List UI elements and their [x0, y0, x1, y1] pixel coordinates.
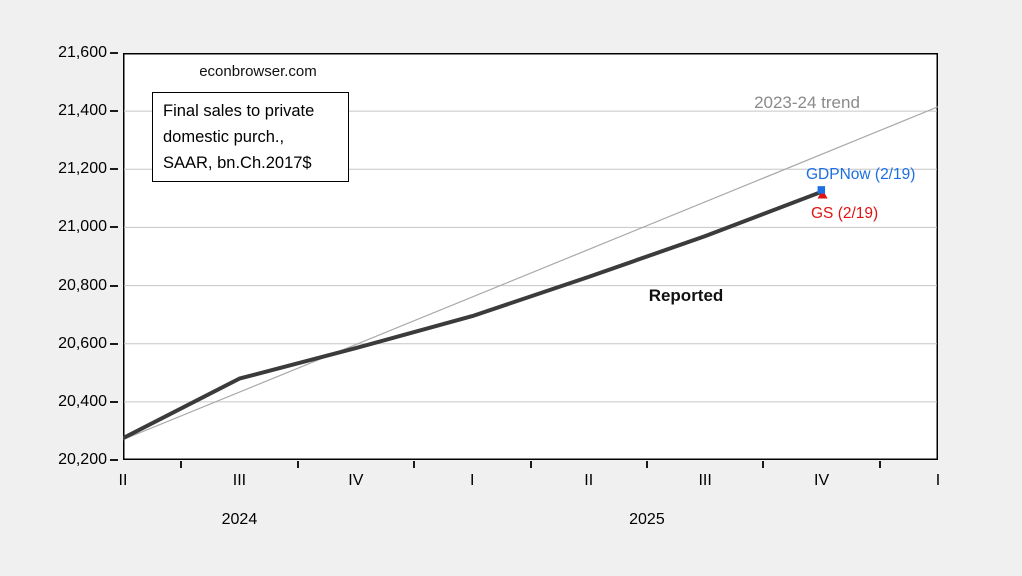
y-axis-tick-label: 20,400	[58, 392, 107, 410]
x-axis-tick-label: II	[584, 472, 594, 489]
info-box-line: SAAR, bn.Ch.2017$	[163, 154, 312, 172]
year-label: 2025	[629, 511, 665, 528]
x-axis-tick-label: I	[935, 472, 941, 489]
gdpnow-marker-icon	[817, 186, 826, 194]
x-tick-mark	[413, 461, 416, 468]
x-tick-mark	[180, 461, 183, 468]
x-tick-mark	[296, 461, 299, 468]
info-box-line: domestic purch.,	[163, 128, 285, 146]
y-tick-mark	[110, 226, 118, 229]
y-tick-mark	[110, 400, 118, 403]
info-box-line: Final sales to private	[163, 102, 315, 120]
y-tick-mark	[110, 52, 118, 54]
x-axis-tick-label: IV	[348, 472, 364, 489]
y-axis-tick-label: 20,600	[58, 334, 107, 352]
x-tick-mark	[645, 461, 648, 468]
reported-label: Reported	[648, 286, 724, 305]
reported-line	[123, 189, 824, 441]
y-tick-mark	[110, 459, 118, 461]
trend-line	[123, 106, 938, 441]
gs-marker-icon	[817, 189, 828, 199]
x-axis-tick-label: II	[118, 472, 128, 489]
y-tick-mark	[110, 168, 118, 171]
y-tick-mark	[110, 284, 118, 287]
x-tick-mark	[529, 461, 532, 468]
x-axis-tick-label: III	[232, 472, 247, 489]
x-tick-mark	[878, 461, 881, 468]
gs-label: GS (2/19)	[811, 205, 879, 222]
y-axis-tick-label: 20,800	[58, 276, 107, 294]
trend-label: 2023-24 trend	[754, 93, 860, 112]
x-axis-tick-label: III	[698, 472, 712, 489]
y-axis-tick-label: 21,200	[58, 160, 107, 178]
x-axis-tick-label: I	[470, 472, 475, 489]
y-axis-tick-label: 21,000	[58, 218, 107, 236]
y-axis-tick-label: 21,600	[58, 44, 107, 61]
x-tick-mark	[762, 461, 765, 468]
y-axis-tick-label: 21,400	[58, 102, 107, 120]
y-axis-tick-label: 20,200	[58, 451, 107, 468]
year-label: 2024	[221, 511, 258, 528]
y-tick-mark	[110, 342, 118, 345]
x-axis-tick-label: IV	[814, 472, 830, 489]
series-info-box: Final sales to private domestic purch., …	[152, 92, 349, 182]
y-tick-mark	[110, 110, 118, 113]
gdpnow-label: GDPNow (2/19)	[806, 166, 916, 183]
watermark: econbrowser.com	[199, 63, 317, 80]
